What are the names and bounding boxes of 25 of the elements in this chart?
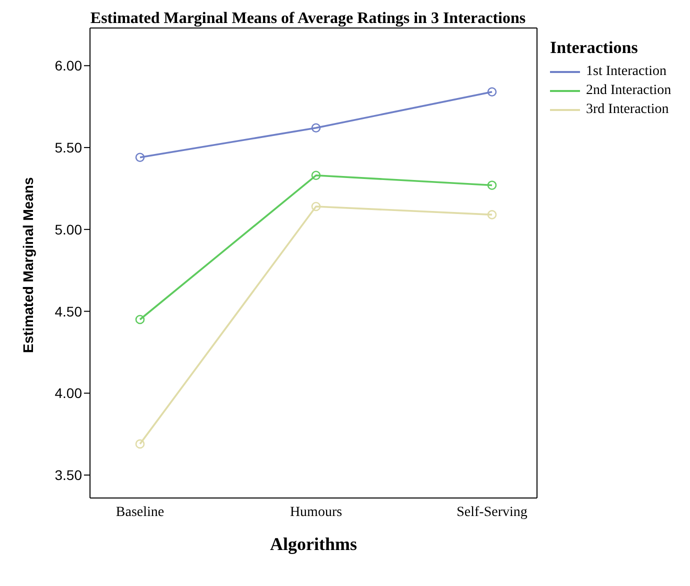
chart-title: Estimated Marginal Means of Average Ratings in 3 Interactions (89, 10, 527, 28)
point (487, 210, 497, 220)
x-tick-label: Humours (290, 504, 342, 520)
y-tick-label: 5.00 (54, 221, 82, 238)
point (311, 202, 321, 212)
y-tick-label: 4.50 (54, 303, 82, 320)
point (135, 439, 145, 449)
point (311, 123, 321, 133)
x-tick-label: Baseline (116, 504, 164, 520)
y-tick-label: 4.00 (54, 385, 82, 402)
point (135, 152, 145, 162)
legend-label: 3rd Interaction (586, 102, 669, 118)
legend-label: 1st Interaction (586, 64, 666, 80)
y-tick-label: 5.50 (54, 140, 82, 156)
legend-title: Interactions (550, 38, 639, 58)
x-tick-label: Self-Serving (456, 504, 528, 520)
point (311, 170, 321, 180)
y-tick-label: 3.50 (54, 467, 82, 484)
x-axis-title: Algorithms (270, 534, 357, 554)
y-axis-title: Estimated Marginal Means (20, 176, 36, 353)
point (487, 87, 497, 97)
point (487, 180, 497, 190)
point (135, 314, 145, 324)
y-tick-label: 6.00 (54, 58, 82, 74)
legend-label: 2nd Interaction (586, 83, 672, 99)
